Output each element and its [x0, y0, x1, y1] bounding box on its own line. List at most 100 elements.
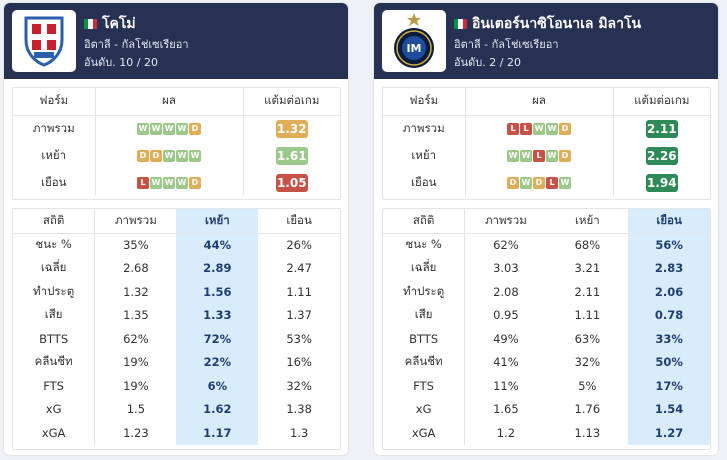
stats-value: 1.27	[628, 421, 710, 445]
team-name[interactable]: โคโม่	[84, 13, 136, 35]
result-badge[interactable]: W	[533, 123, 545, 136]
stats-row: xG 1.65 1.76 1.54	[383, 397, 710, 421]
stats-value: 1.35	[123, 308, 149, 323]
stats-value: 16%	[286, 355, 312, 370]
stats-value: 1.56	[176, 280, 259, 304]
result-badge[interactable]: W	[150, 123, 162, 136]
stats-row-label: เฉลี่ย	[13, 256, 96, 280]
stats-value: 1.17	[176, 421, 259, 445]
stats-row: คลีนชีท 41% 32% 50%	[383, 350, 710, 374]
form-table: ฟอร์ม ผล แต้มต่อเกม ภาพรวม W W W W D 1.32 เหย้…	[12, 87, 341, 200]
stats-value: 1.2	[496, 425, 516, 440]
league-rank: อันดับ. 10 / 20	[84, 56, 158, 69]
stats-value: 1.3	[289, 425, 309, 440]
stats-header-cell: สถิติ	[383, 209, 466, 234]
stats-value: 1.76	[574, 402, 601, 417]
result-badge[interactable]: W	[507, 150, 519, 162]
stats-row-label: xG	[383, 397, 466, 421]
ppg-badge: 1.32	[275, 119, 308, 138]
league-name[interactable]: อิตาลี - กัลโช่เซเรียอา	[454, 38, 559, 51]
stats-value: 1.65	[493, 402, 519, 417]
result-badge[interactable]: W	[520, 150, 532, 162]
stats-row: คลีนชีท 19% 22% 16%	[13, 350, 340, 374]
team-logo[interactable]	[12, 10, 76, 72]
stats-row-label: คลีนชีท	[13, 350, 96, 374]
stats-row: เสีย 1.35 1.33 1.37	[13, 303, 340, 327]
stats-row: BTTS 49% 63% 33%	[383, 327, 710, 351]
league-rank: อันดับ. 2 / 20	[454, 56, 521, 69]
stats-value: 68%	[574, 238, 601, 252]
result-badge[interactable]: L	[520, 123, 532, 136]
stats-header-cell: สถิติ	[13, 209, 96, 234]
form-table: ฟอร์ม ผล แต้มต่อเกม ภาพรวม L L W W D 2.11 เหย้…	[382, 87, 711, 200]
form-row-label: เยือน	[13, 169, 96, 196]
result-badge[interactable]: D	[559, 150, 571, 162]
team-logo[interactable]: IM	[382, 10, 446, 72]
stats-header-cell: เยือน	[258, 209, 340, 234]
result-badge[interactable]: D	[559, 123, 571, 136]
team-header: IM อินเตอร์นาซิโอนาเล มิลาโน อิตาลี - กั…	[374, 3, 718, 79]
stats-value: 1.62	[176, 397, 259, 421]
result-badge[interactable]: L	[546, 177, 558, 189]
league-name[interactable]: อิตาลี - กัลโช่เซเรียอา	[84, 38, 189, 51]
result-badge[interactable]: L	[137, 177, 149, 189]
result-badge[interactable]: W	[163, 123, 175, 136]
result-badge[interactable]: D	[150, 150, 162, 162]
stats-value: 1.54	[628, 397, 710, 421]
stats-value: 1.13	[574, 425, 601, 440]
stats-value: 41%	[493, 355, 519, 370]
stats-value: 1.5	[126, 402, 146, 417]
italy-flag-icon	[454, 19, 467, 29]
team-name[interactable]: อินเตอร์นาซิโอนาเล มิลาโน	[454, 13, 641, 35]
result-badge[interactable]: D	[137, 150, 149, 162]
stats-value: 63%	[574, 331, 601, 346]
result-badge[interactable]: W	[520, 177, 532, 189]
result-badge[interactable]: L	[533, 150, 545, 162]
stats-value: 53%	[286, 331, 312, 346]
result-badge[interactable]: L	[507, 123, 519, 136]
result-badge[interactable]: W	[546, 123, 558, 136]
stats-value: 2.08	[493, 284, 519, 299]
stats-value: 3.03	[493, 261, 519, 276]
form-row: เยือน D W D L W 1.94	[383, 169, 710, 196]
ppg-badge: 2.26	[645, 146, 678, 165]
result-badge[interactable]: D	[533, 177, 545, 189]
result-badge[interactable]: W	[137, 123, 149, 136]
result-badge[interactable]: W	[176, 177, 188, 189]
stats-row-label: ชนะ %	[383, 233, 466, 257]
result-badge[interactable]: W	[189, 150, 201, 162]
ppg-cell: 1.05	[243, 169, 340, 196]
stats-value: 32%	[574, 355, 601, 370]
form-row: ภาพรวม W W W W D 1.32	[13, 115, 340, 142]
stats-row-label: ชนะ %	[13, 233, 96, 257]
form-row: ภาพรวม L L W W D 2.11	[383, 115, 710, 142]
stats-row: xGA 1.23 1.17 1.3	[13, 421, 340, 445]
result-badge[interactable]: W	[559, 177, 571, 189]
inter-crest-icon: IM	[394, 13, 434, 68]
result-badge[interactable]: W	[176, 150, 188, 162]
result-badge[interactable]: D	[507, 177, 519, 189]
result-badge[interactable]: D	[189, 123, 201, 136]
result-badge[interactable]: W	[176, 123, 188, 136]
stats-row-label: xGA	[383, 421, 466, 445]
stats-row: ทำประตู 2.08 2.11 2.06	[383, 280, 710, 304]
stats-row: BTTS 62% 72% 53%	[13, 327, 340, 351]
result-badge[interactable]: W	[150, 177, 162, 189]
stats-value: 1.38	[286, 402, 312, 417]
stats-value: 1.37	[286, 308, 312, 323]
result-badge[interactable]: W	[546, 150, 558, 162]
stats-value: 1.11	[574, 308, 601, 323]
result-badge[interactable]: W	[163, 177, 175, 189]
stats-row: FTS 19% 6% 32%	[13, 374, 340, 398]
ppg-badge: 2.11	[645, 119, 678, 138]
result-badge[interactable]: W	[163, 150, 175, 162]
form-header-results: ผล	[465, 88, 614, 116]
result-badge[interactable]: D	[189, 177, 201, 189]
team-panel-away: IM อินเตอร์นาซิโอนาเล มิลาโน อิตาลี - กั…	[374, 3, 718, 455]
form-header-ppg: แต้มต่อเกม	[243, 88, 340, 116]
ppg-cell: 2.11	[613, 115, 710, 142]
stats-value: 19%	[123, 378, 149, 393]
